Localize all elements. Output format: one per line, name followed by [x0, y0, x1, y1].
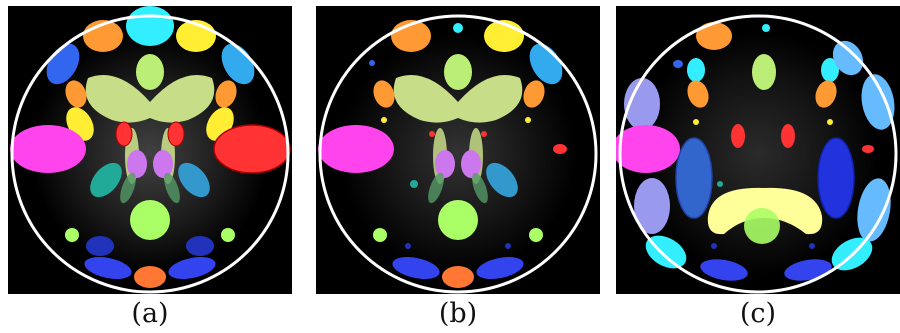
central-wings — [393, 75, 523, 123]
dot-green-left — [65, 228, 79, 242]
outline-circle — [618, 14, 898, 294]
ellipse-inner-right-red — [781, 124, 795, 148]
central-wings — [85, 75, 215, 123]
panel-a — [8, 6, 292, 294]
ellipse-violet-right — [461, 150, 481, 178]
panel-a-image — [8, 6, 292, 294]
dot-inner-right-red — [481, 131, 487, 137]
ellipse-bottom-blue-right — [784, 259, 832, 281]
ellipse-right-orange — [815, 80, 837, 108]
ellipse-right-red — [213, 124, 291, 174]
dot-bottom-blue-left — [711, 243, 717, 249]
ellipse-bottom-dark-blue-left — [86, 236, 114, 256]
panel-b-image — [316, 6, 600, 294]
dot-bottom-blue-right — [809, 243, 815, 249]
ellipse-inner-right-red — [167, 121, 185, 147]
circle-center-green — [438, 200, 478, 240]
ellipse-bottom-blue-left — [392, 257, 440, 279]
ellipse-dim-green-left — [428, 172, 444, 204]
dot-right-yellow — [827, 119, 833, 125]
ellipse-steel-right — [178, 162, 210, 198]
ellipse-bottom-orange — [442, 266, 474, 288]
dot-top-cyan — [453, 23, 463, 33]
ellipse-left-tall-blue — [675, 137, 713, 219]
ellipse-teal-left — [90, 162, 122, 198]
ellipse-bottom-blue-right — [168, 257, 216, 279]
ellipse-inner-left-red — [115, 121, 133, 147]
dot-right-red — [553, 144, 567, 154]
panel-b — [316, 6, 600, 294]
ellipse-lower-right-sky — [857, 178, 891, 242]
dot-upper-left-blue — [673, 60, 683, 68]
ellipse-left-orange — [373, 80, 395, 108]
ellipse-left-orange — [687, 80, 709, 108]
ellipse-right-sky — [861, 74, 895, 130]
caption-b: (b) — [438, 298, 478, 329]
ellipse-dim-green-right — [164, 172, 180, 204]
ellipse-right-tall-blue — [817, 137, 855, 219]
ellipse-bottom-orange — [134, 266, 166, 288]
ellipse-right-orange — [215, 80, 237, 108]
dot-right-yellow — [525, 117, 531, 123]
ellipse-dim-green-left — [120, 172, 136, 204]
ellipse-bottom-blue-right — [476, 257, 524, 279]
dot-left-yellow — [381, 117, 387, 123]
ellipse-left-magenta — [616, 125, 680, 173]
dot-teal-left — [410, 180, 418, 188]
dot-green-right — [529, 228, 543, 242]
dot-left-yellow — [693, 119, 699, 125]
ellipse-bottom-blue-left — [84, 257, 132, 279]
ellipse-center-top-green — [752, 54, 776, 90]
panel-c — [616, 6, 900, 294]
dot-bottom-blue-right — [505, 243, 511, 249]
ellipse-left-orange — [65, 80, 87, 108]
ellipse-inner-left-red — [731, 124, 745, 148]
dot-teal — [717, 181, 723, 187]
outline-circle — [318, 14, 598, 294]
ellipse-upper-left-cyan — [687, 58, 705, 82]
ellipse-violet-right — [153, 150, 173, 178]
ellipse-right-orange — [523, 80, 545, 108]
dot-green-right — [221, 228, 235, 242]
caption-c: (c) — [739, 298, 777, 329]
caption-a: (a) — [131, 298, 169, 329]
ellipse-top-left-orange — [696, 22, 732, 50]
circle-center-green — [744, 208, 780, 244]
ellipse-steel-right — [486, 162, 518, 198]
ellipse-upper-right-sky — [832, 40, 864, 76]
ellipse-left-magenta — [10, 125, 86, 173]
circle-center-green — [130, 200, 170, 240]
ellipse-left-lavender — [624, 78, 660, 130]
ellipse-bottom-dark-blue-right — [186, 236, 214, 256]
ellipse-violet-left — [435, 150, 455, 178]
panel-c-image — [616, 6, 900, 294]
ellipse-center-top-green — [136, 54, 164, 90]
ellipse-left-magenta — [318, 125, 394, 173]
dot-top-cyan — [762, 24, 770, 32]
dot-green-left — [373, 228, 387, 242]
ellipse-lower-left-lavender — [634, 178, 670, 234]
dot-bottom-blue-left — [405, 243, 411, 249]
dot-inner-left-red — [429, 131, 435, 137]
ellipse-top-cyan — [126, 6, 174, 46]
dot-right-red — [862, 145, 874, 153]
ellipse-violet-left — [127, 150, 147, 178]
ellipse-bottom-left-cyan — [645, 235, 687, 269]
ellipse-center-top-green — [444, 54, 472, 90]
ellipse-dim-green-right — [472, 172, 488, 204]
outline-circle — [10, 14, 290, 294]
dot-upper-left-blue — [369, 60, 375, 66]
ellipse-upper-right-cyan — [821, 58, 839, 82]
ellipse-bottom-blue-left — [700, 259, 748, 281]
